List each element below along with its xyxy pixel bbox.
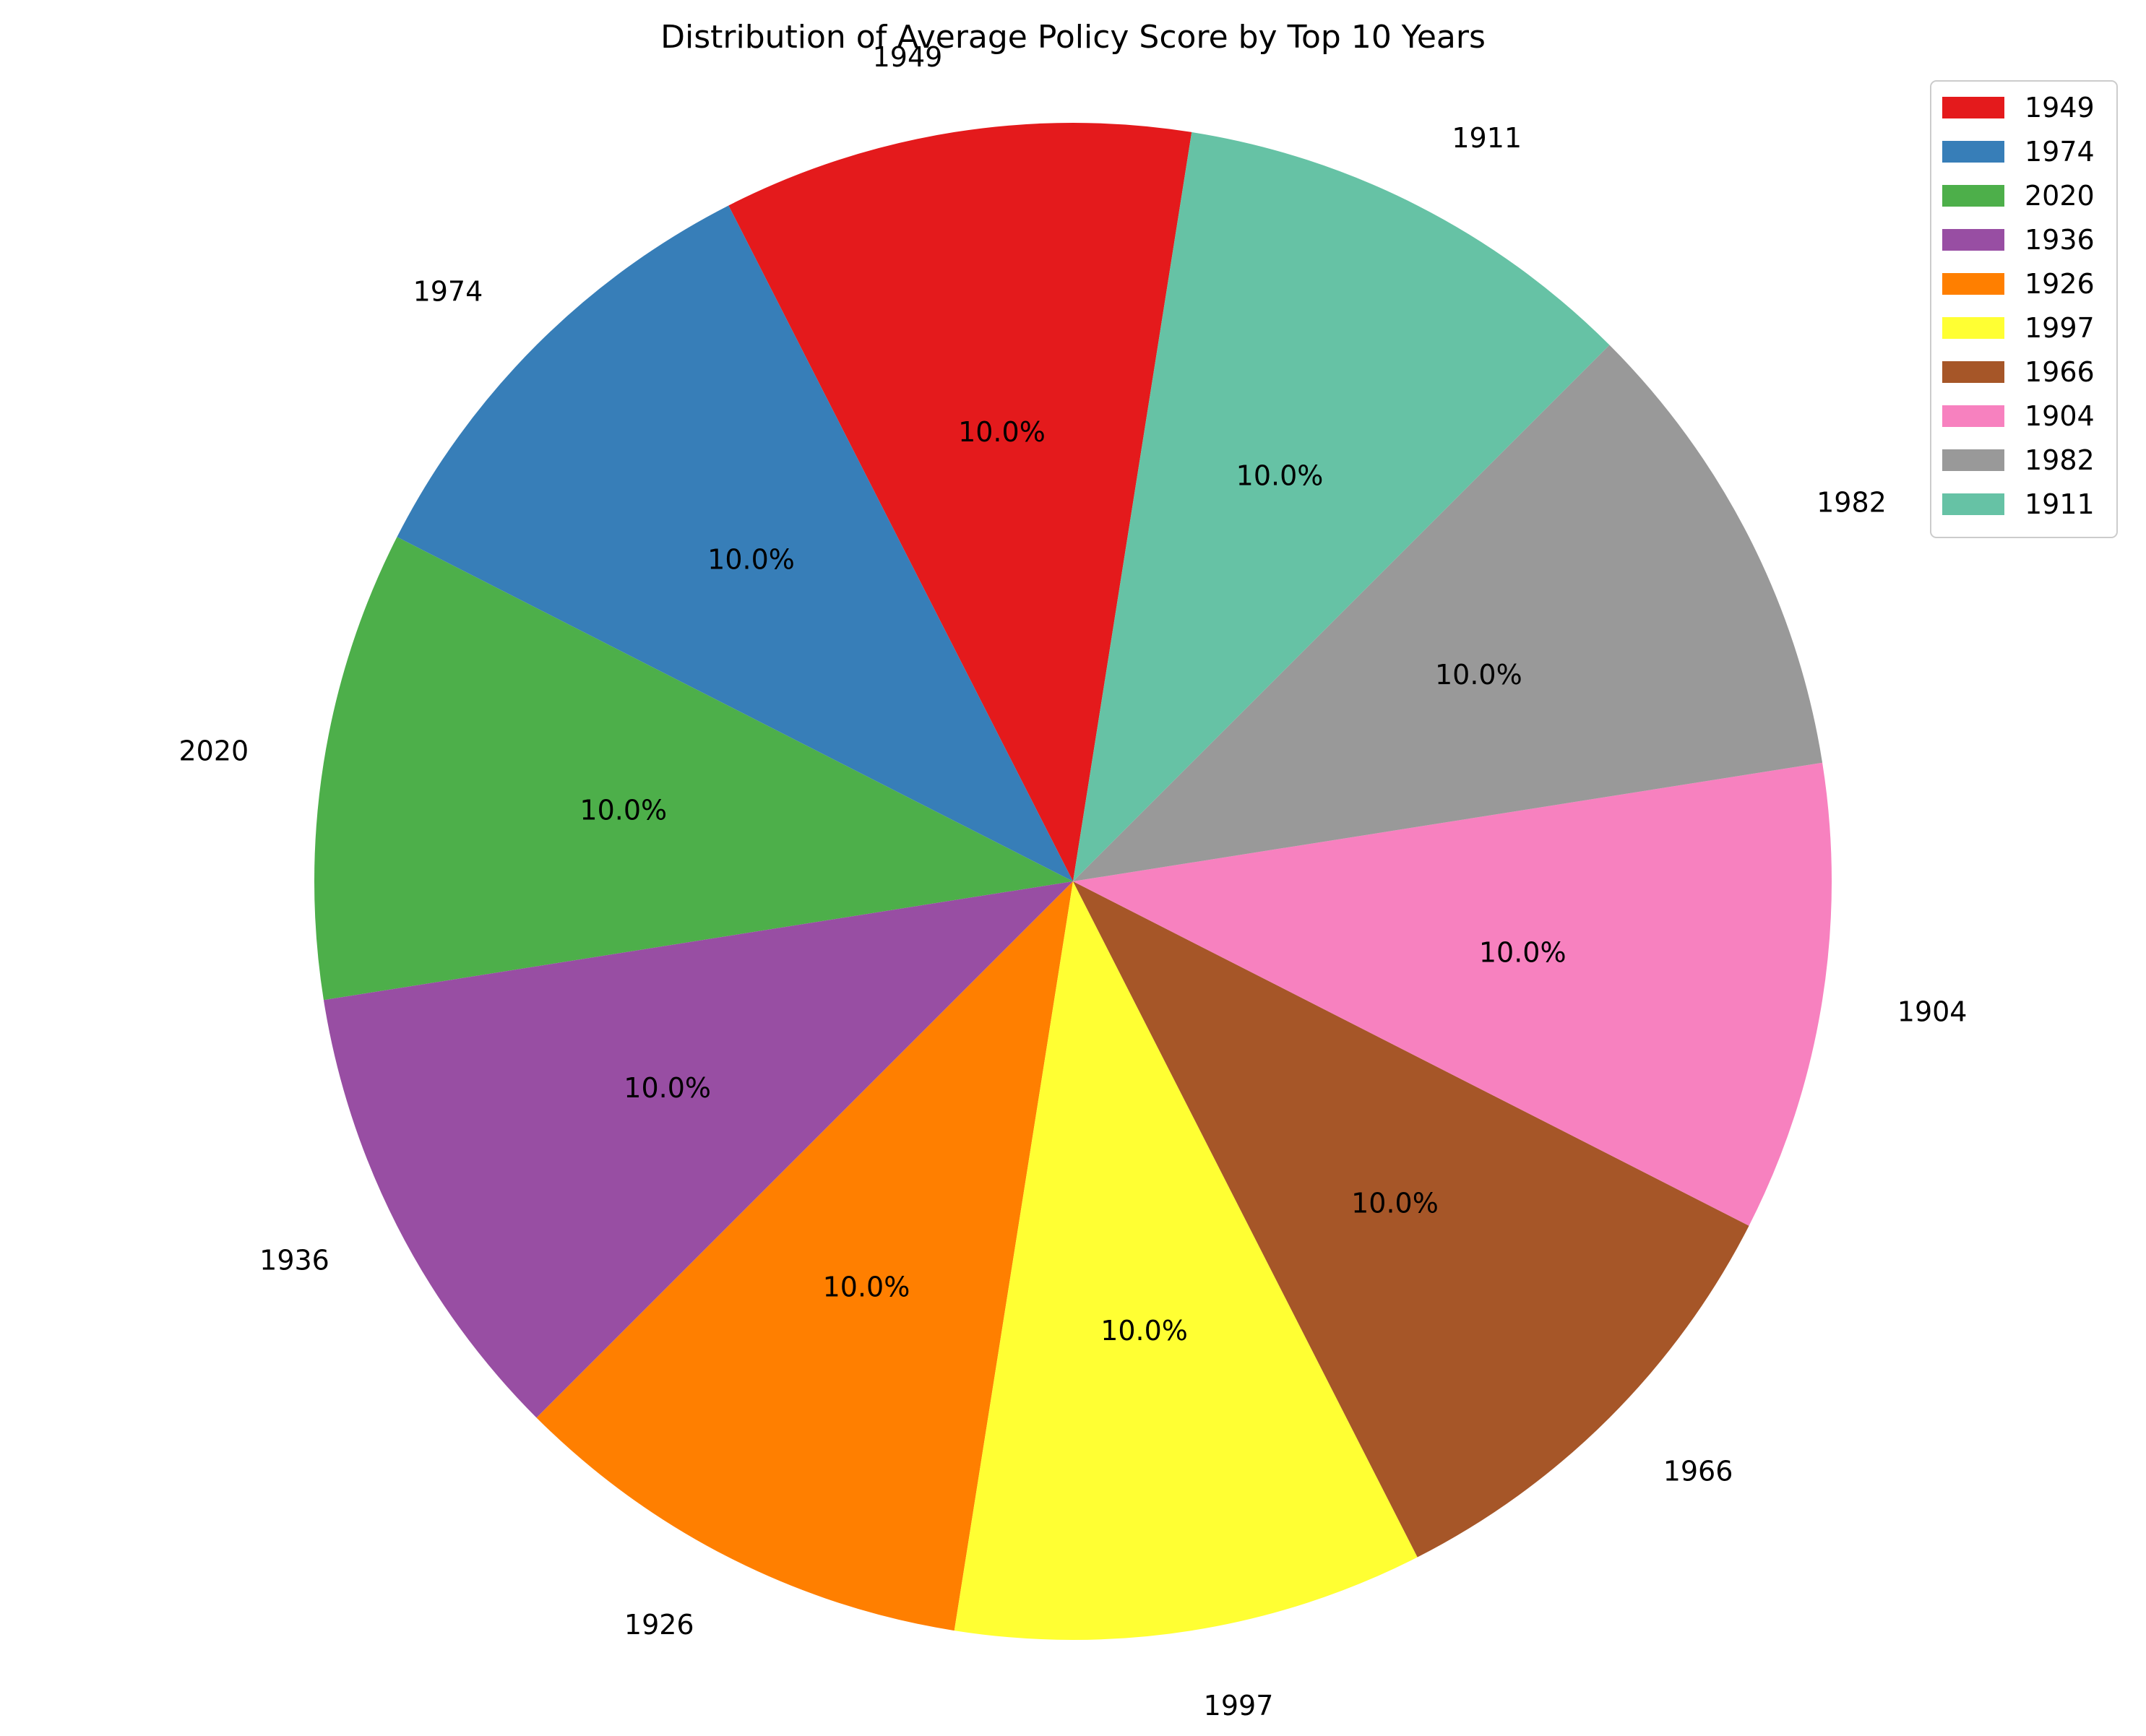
legend-swatch-2020 bbox=[1942, 185, 2004, 207]
pie-slice-1974 bbox=[397, 205, 1073, 881]
pie-slice-1926 bbox=[536, 881, 1073, 1631]
legend-swatch-1904 bbox=[1942, 405, 2004, 427]
category-label-1911: 1911 bbox=[1452, 122, 1522, 154]
percent-label-1974: 10.0% bbox=[707, 544, 795, 576]
percent-label-1936: 10.0% bbox=[624, 1072, 711, 1104]
legend-swatch-1911 bbox=[1942, 493, 2004, 515]
legend-swatch-1926 bbox=[1942, 273, 2004, 295]
pie-slice-1936 bbox=[323, 881, 1074, 1418]
legend: 1949 1974 2020 1936 1926 1997 1966 1904 1982 1911 bbox=[1930, 80, 2118, 538]
legend-label-1926: 1926 bbox=[2025, 268, 2095, 300]
legend-label-1997: 1997 bbox=[2025, 312, 2095, 344]
category-label-1949: 1949 bbox=[873, 41, 943, 73]
pie-slice-1904 bbox=[1073, 762, 1832, 1226]
legend-swatch-1966 bbox=[1942, 361, 2004, 383]
legend-swatch-1974 bbox=[1942, 141, 2004, 163]
pie-slice-1997 bbox=[954, 881, 1418, 1640]
pie-slice-1949 bbox=[728, 123, 1192, 881]
category-label-1966: 1966 bbox=[1663, 1456, 1733, 1487]
chart-title: Distribution of Average Policy Score by … bbox=[660, 19, 1486, 56]
pie-slice-1982 bbox=[1073, 345, 1823, 881]
pie-slices bbox=[314, 123, 1832, 1640]
percent-label-1982: 10.0% bbox=[1435, 659, 1522, 691]
legend-label-1982: 1982 bbox=[2025, 444, 2095, 476]
category-label-1904: 1904 bbox=[1897, 996, 1968, 1028]
legend-label-1904: 1904 bbox=[2025, 400, 2095, 432]
pie-slice-2020 bbox=[314, 537, 1073, 1001]
percent-label-1911: 10.0% bbox=[1236, 460, 1324, 492]
category-label-1982: 1982 bbox=[1817, 487, 1887, 519]
category-label-1926: 1926 bbox=[624, 1609, 694, 1641]
legend-label-1936: 1936 bbox=[2025, 224, 2095, 256]
legend-swatch-1949 bbox=[1942, 97, 2004, 118]
legend-label-1911: 1911 bbox=[2025, 488, 2095, 520]
percent-label-1966: 10.0% bbox=[1351, 1187, 1439, 1219]
legend-label-1974: 1974 bbox=[2025, 136, 2095, 168]
legend-swatch-1936 bbox=[1942, 229, 2004, 251]
percent-label-1926: 10.0% bbox=[823, 1271, 910, 1303]
percent-label-2020: 10.0% bbox=[579, 794, 667, 826]
percent-label-1997: 10.0% bbox=[1100, 1315, 1188, 1347]
pie-labels: 10.0% 1949 10.0% 1974 10.0% 2020 10.0% 1936 10.0… bbox=[179, 41, 1968, 1722]
pie-slice-1966 bbox=[1073, 881, 1749, 1558]
percent-label-1949: 10.0% bbox=[958, 416, 1046, 448]
percent-label-1904: 10.0% bbox=[1479, 937, 1567, 969]
category-label-2020: 2020 bbox=[179, 735, 249, 766]
category-label-1997: 1997 bbox=[1204, 1690, 1274, 1722]
legend-label-1949: 1949 bbox=[2025, 92, 2095, 124]
category-label-1974: 1974 bbox=[413, 275, 483, 307]
legend-label-1966: 1966 bbox=[2025, 356, 2095, 388]
pie-slice-1911 bbox=[1073, 131, 1610, 882]
category-label-1936: 1936 bbox=[259, 1244, 329, 1276]
legend-label-2020: 2020 bbox=[2025, 180, 2095, 212]
legend-swatch-1982 bbox=[1942, 449, 2004, 471]
legend-swatch-1997 bbox=[1942, 317, 2004, 339]
